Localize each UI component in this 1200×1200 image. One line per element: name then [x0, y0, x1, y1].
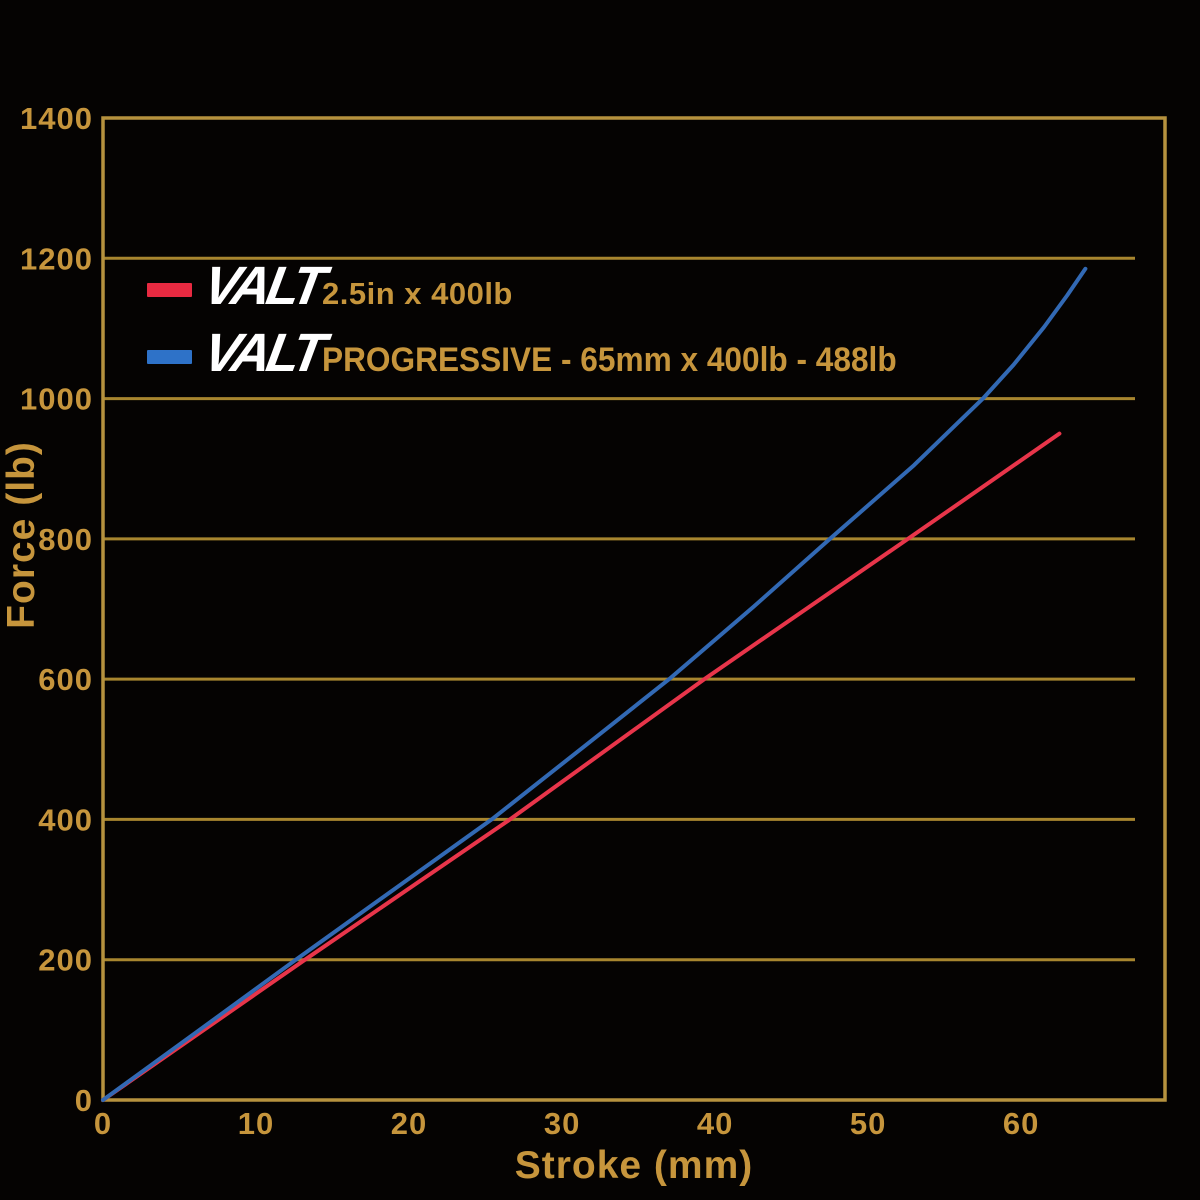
x-axis-title: Stroke (mm) — [515, 1144, 754, 1187]
y-tick-label-800: 800 — [38, 522, 93, 557]
legend-item-standard-spring: VALT 2.5in x 400lb — [147, 256, 940, 320]
plot-frame — [101, 116, 1167, 1102]
y-tick-label-0: 0 — [75, 1083, 93, 1118]
legend-label-standard: 2.5in x 400lb — [321, 276, 513, 311]
x-tick-label-20: 20 — [391, 1106, 427, 1141]
chart-legend: VALT 2.5in x 400lb VALT PROGRESSIVE - 65… — [147, 256, 940, 390]
x-tick-label-60: 60 — [1003, 1106, 1039, 1141]
legend-swatch-blue — [147, 350, 192, 364]
valt-logo: VALT — [199, 256, 327, 316]
y-tick-label-600: 600 — [38, 662, 93, 697]
y-tick-label-1200: 1200 — [20, 241, 93, 276]
x-tick-label-10: 10 — [238, 1106, 274, 1141]
y-tick-label-200: 200 — [38, 943, 93, 978]
y-tick-label-1400: 1400 — [20, 101, 93, 136]
y-tick-label-400: 400 — [38, 802, 93, 837]
legend-swatch-red — [147, 283, 192, 297]
x-tick-label-0: 0 — [94, 1106, 112, 1141]
x-tick-label-40: 40 — [697, 1106, 733, 1141]
valt-logo: VALT — [199, 323, 327, 383]
series-line-standard — [101, 431, 1062, 1102]
y-axis-title: Force (lb) — [0, 441, 43, 629]
x-tick-label-50: 50 — [850, 1106, 886, 1141]
y-tick-label-1000: 1000 — [20, 382, 93, 417]
legend-item-progressive-spring: VALT PROGRESSIVE - 65mm x 400lb - 488lb — [147, 323, 940, 387]
x-tick-label-30: 30 — [544, 1106, 580, 1141]
legend-label-progressive: PROGRESSIVE - 65mm x 400lb - 488lb — [321, 341, 897, 379]
series-line-progressive — [101, 266, 1088, 1102]
